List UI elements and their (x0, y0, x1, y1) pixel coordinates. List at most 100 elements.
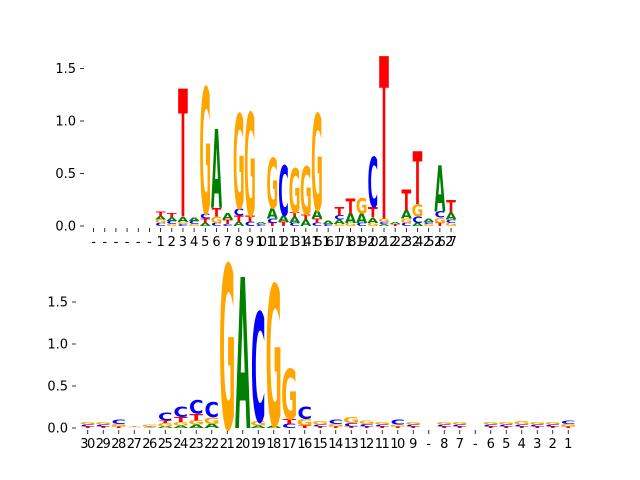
logo-letter-g: G (529, 422, 545, 426)
logo-letter-c: C (375, 424, 390, 427)
logo-letter-c: C (297, 404, 312, 424)
logo-letter-t: T (200, 218, 210, 225)
logo-letter-c: C (256, 223, 266, 226)
x-tick-label: 11 (375, 437, 390, 452)
x-tick-label: - (147, 235, 152, 250)
logo-letter-c: C (446, 219, 457, 224)
logo-letter-c: C (282, 423, 297, 430)
logo-letter-t: T (345, 426, 359, 429)
x-tick-label: 12 (359, 437, 374, 452)
logo-letter-a: A (235, 235, 250, 477)
logo-letter-a: A (233, 221, 245, 228)
x-tick-label: 2 (168, 235, 176, 250)
logo-letter-a: A (222, 212, 234, 222)
x-tick-label: 6 (212, 235, 220, 250)
logo-letter-t: T (401, 185, 411, 218)
logo-letter-c: C (344, 422, 359, 427)
logo-letter-c: C (222, 223, 232, 226)
logo-letter-g: G (173, 422, 189, 427)
y-tick-label: 1.5 (55, 62, 76, 77)
x-tick-label: 13 (289, 235, 301, 250)
x-tick-label: 19 (251, 437, 266, 452)
logo-letter-g: G (111, 423, 127, 427)
logo-letter-a: A (434, 152, 445, 226)
logo-letter-t: T (546, 426, 560, 429)
x-tick-label: - (102, 235, 107, 250)
logo-letter-t: T (515, 426, 529, 429)
logo-letter-g: G (390, 424, 406, 427)
logo-letter-t: T (562, 426, 576, 429)
logo-letter-c: C (530, 424, 545, 427)
logo-letter-a: A (256, 221, 267, 224)
x-tick-label: 21 (220, 437, 235, 452)
x-tick-label: 21 (378, 235, 390, 250)
logo-letter-c: C (158, 411, 173, 423)
logo-letter-c: C (545, 424, 560, 427)
logo-letter-t: T (279, 221, 289, 228)
logo-letter-t: T (360, 426, 374, 429)
x-tick-label: 8 (440, 437, 448, 452)
x-tick-label: 5 (201, 235, 209, 250)
logo-letter-a: A (173, 425, 188, 429)
logo-letter-g: G (266, 144, 278, 224)
logo-letter-t: T (391, 426, 405, 429)
logo-letter-g: G (345, 222, 357, 227)
logo-letter-t: T (438, 426, 452, 429)
logo-letter-g: G (405, 422, 421, 426)
logo-letter-a: A (323, 220, 335, 225)
logo-letter-t: T (158, 420, 172, 424)
logo-letter-g: G (95, 422, 111, 426)
logo-letter-c: C (189, 396, 204, 418)
logo-letter-t: T (143, 426, 157, 427)
logo-letter-t: T (435, 222, 446, 227)
logo-letter-g: G (80, 422, 96, 426)
x-tick-label: - (114, 235, 119, 250)
logo-letter-g: G (423, 223, 435, 226)
logo-letter-t: T (334, 206, 344, 219)
x-tick-label: 14 (300, 235, 312, 250)
x-tick-label: 30 (80, 437, 95, 452)
x-tick-label: - (91, 235, 96, 250)
logo-letter-c: C (412, 215, 422, 225)
logo-letter-a: A (378, 223, 389, 226)
logo-letter-a: A (401, 209, 412, 222)
logo-letter-c: C (96, 424, 111, 427)
logo-letter-g: G (250, 420, 266, 427)
logo-letter-t: T (453, 426, 467, 429)
x-tick-label: 28 (111, 437, 126, 452)
logo-letter-a: A (189, 217, 201, 222)
logo-letter-c: C (514, 424, 529, 427)
logo-letter-g: G (166, 223, 178, 226)
logo-letter-t: T (500, 426, 514, 429)
logo-letter-g: G (400, 218, 412, 225)
logo-letter-g: G (142, 424, 158, 427)
logo-letter-g: G (157, 422, 173, 427)
logo-letter-c: C (289, 222, 300, 227)
y-tick-label: 0.5 (47, 380, 68, 395)
logo-letter-a: A (445, 211, 457, 222)
logo-letter-c: C (278, 152, 288, 232)
x-tick-label: 18 (345, 235, 357, 250)
x-tick-label: 4 (518, 437, 526, 452)
x-tick-label: 6 (487, 437, 495, 452)
logo-letter-t: T (407, 426, 421, 429)
logo-letter-g: G (343, 416, 359, 426)
logo-letter-c: C (483, 424, 498, 427)
x-tick-label: 18 (266, 437, 281, 452)
logo-letter-c: C (334, 214, 344, 221)
logo-letter-t: T (446, 196, 456, 217)
x-tick-label: 29 (96, 437, 111, 452)
x-tick-label: 22 (204, 437, 219, 452)
x-tick-label: 20 (367, 235, 379, 250)
logo-letter-t: T (314, 426, 328, 429)
logo-letter-a: A (390, 221, 401, 224)
logo-letter-g: G (204, 415, 220, 426)
logo-letter-t: T (112, 426, 126, 429)
logo-letter-c: C (435, 210, 445, 220)
logo-letter-c: C (245, 221, 255, 228)
logo-letter-g: G (289, 157, 301, 227)
logo-letter-t: T (245, 214, 255, 224)
logo-letter-c: C (189, 220, 200, 225)
logo-letter-c: C (406, 424, 421, 427)
